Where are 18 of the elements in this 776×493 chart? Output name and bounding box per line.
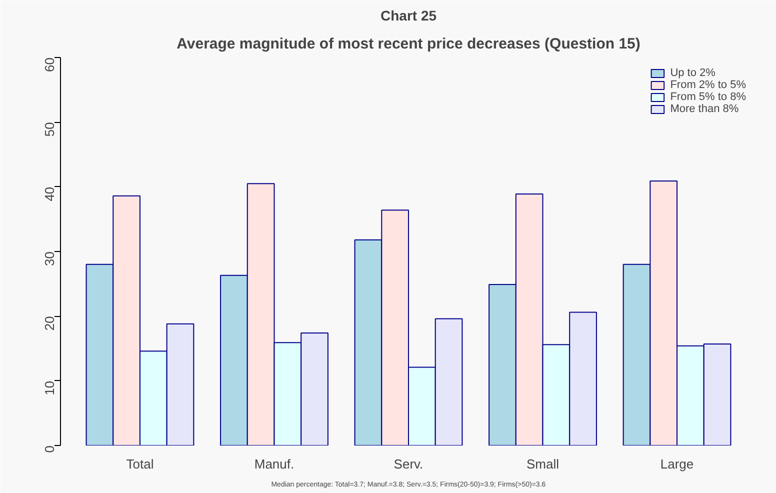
x-tick-label: Small bbox=[526, 456, 560, 472]
chart-subtitle: Average magnitude of most recent price decreases (Question 15) bbox=[176, 36, 640, 52]
x-tick-label: Manuf. bbox=[254, 456, 294, 472]
y-tick-label: 10 bbox=[42, 380, 57, 396]
y-tick-label: 30 bbox=[42, 251, 57, 266]
chart-title: Chart 25 bbox=[380, 8, 437, 24]
legend-label: From 5% to 8% bbox=[670, 91, 746, 103]
y-tick-label: 60 bbox=[42, 57, 57, 72]
x-tick-label: Serv. bbox=[394, 456, 424, 472]
x-tick-label: Large bbox=[660, 456, 694, 472]
y-tick-label: 0 bbox=[42, 445, 57, 453]
legend-label: Up to 2% bbox=[670, 67, 716, 79]
legend-label: From 2% to 5% bbox=[670, 79, 746, 91]
x-tick-label: Total bbox=[126, 456, 154, 472]
y-tick-label: 50 bbox=[42, 122, 57, 137]
y-tick-label: 40 bbox=[42, 186, 57, 202]
y-tick-label: 20 bbox=[42, 316, 57, 331]
legend-label: More than 8% bbox=[670, 103, 739, 115]
